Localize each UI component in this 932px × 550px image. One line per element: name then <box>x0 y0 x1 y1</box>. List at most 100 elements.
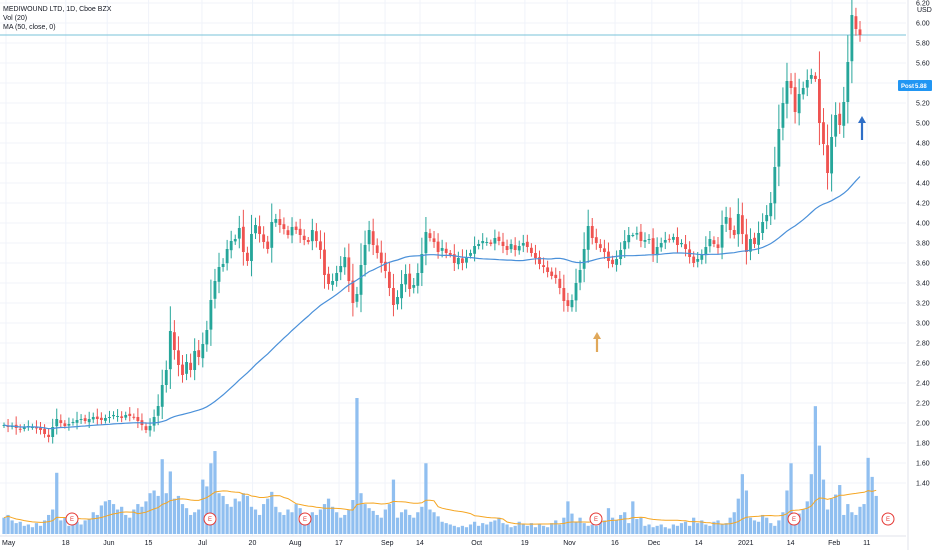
candle <box>205 320 209 352</box>
volume-bar <box>505 524 509 534</box>
y-tick-label: 4.80 <box>916 141 930 148</box>
volume-bar <box>38 525 43 534</box>
candle <box>164 360 168 393</box>
candles <box>2 0 862 444</box>
volume-bar <box>408 514 412 534</box>
volume-bar <box>201 479 205 534</box>
earnings-marker[interactable]: E <box>65 512 79 526</box>
volume-bar <box>95 514 99 534</box>
earnings-marker[interactable]: E <box>881 512 895 526</box>
volume-bar <box>610 517 615 534</box>
volume-bar <box>270 491 274 534</box>
volume-bar <box>330 506 335 534</box>
volume-bar <box>193 512 197 534</box>
candle <box>481 233 485 250</box>
y-tick-label: 5.60 <box>916 61 930 68</box>
annotation-arrow <box>593 332 601 352</box>
y-tick-label: 3.60 <box>916 261 930 268</box>
volume-bar <box>399 512 404 534</box>
volume-bar <box>310 512 314 534</box>
earnings-marker[interactable]: E <box>787 512 801 526</box>
volume-bar <box>647 524 651 534</box>
candle <box>237 215 241 249</box>
candle <box>728 207 732 239</box>
volume-bar <box>440 521 444 534</box>
time-axis[interactable]: May 18 Jun 15 Jul 20 Aug 17 Sep 14 Oct 19 Nov 16 Dec 14… <box>0 535 906 547</box>
candle <box>647 234 651 244</box>
volume-bar <box>663 527 667 534</box>
candle <box>830 114 834 192</box>
candle <box>736 198 740 247</box>
earnings-marker[interactable]: E <box>589 512 603 526</box>
volume-bar <box>850 512 854 534</box>
candle <box>558 271 562 295</box>
candle <box>749 228 752 261</box>
volume-bar <box>817 445 822 534</box>
volume-bar <box>26 524 30 534</box>
volume-bar <box>314 514 319 534</box>
volume-bar <box>10 520 14 534</box>
volume-bar <box>720 524 724 534</box>
volume-bar <box>428 509 432 534</box>
candle <box>854 7 858 36</box>
volume-bar <box>533 527 538 534</box>
earnings-marker[interactable]: E <box>298 512 312 526</box>
volume-bar <box>485 524 489 534</box>
svg-text:E: E <box>792 517 796 523</box>
volume-bar <box>537 524 542 534</box>
legend-volume[interactable]: Vol (20) <box>3 15 28 22</box>
legend-ma[interactable]: MA (50, close, 0) <box>3 24 56 31</box>
candle <box>108 410 111 423</box>
volume-bar <box>586 525 590 534</box>
candle <box>375 238 379 259</box>
volume-bar <box>14 523 18 534</box>
volume-bar <box>217 493 221 534</box>
candle <box>172 320 176 360</box>
volume-bar <box>71 523 75 534</box>
candle <box>546 260 550 278</box>
x-tick-label: 14 <box>787 540 795 547</box>
candle <box>846 35 850 124</box>
volume-bar <box>651 527 655 534</box>
svg-text:E: E <box>208 517 212 523</box>
volume-bar <box>197 509 201 534</box>
candle <box>562 274 566 312</box>
volume-bar <box>825 509 830 534</box>
volume-bar <box>322 504 327 534</box>
volume-bar <box>781 512 785 534</box>
candle <box>22 424 26 432</box>
candle <box>112 411 115 420</box>
candle <box>319 230 322 259</box>
volume-bar <box>692 517 696 534</box>
candle <box>14 416 18 435</box>
y-tick-label: 3.80 <box>916 241 930 248</box>
volume-bar <box>412 517 416 534</box>
candle <box>761 213 765 240</box>
volume-bar <box>704 524 708 534</box>
volume-bar <box>590 524 594 534</box>
legend-symbol[interactable]: MEDIWOUND LTD, 1D, Cboe BZX <box>3 6 112 13</box>
candle <box>724 206 728 232</box>
volume-bar <box>30 527 35 534</box>
volume-bar <box>635 519 639 534</box>
volume-bar <box>744 490 749 534</box>
volume-bar <box>83 520 87 534</box>
candle <box>290 217 294 244</box>
candle <box>598 239 602 253</box>
earnings-marker[interactable]: E <box>203 512 217 526</box>
volume-bar <box>619 514 623 534</box>
volume-bar <box>602 520 607 534</box>
price-axis[interactable]: 1.40 1.60 1.80 2.00 2.20 2.40 2.60 2.80 3.00 3.20… <box>916 0 930 488</box>
volume-bar <box>529 523 534 534</box>
candle <box>189 353 193 378</box>
volume-bar <box>858 506 862 534</box>
volume-bar <box>253 509 258 534</box>
y-tick-label: 4.00 <box>916 221 930 228</box>
candle <box>623 230 627 258</box>
candle <box>310 218 314 251</box>
candle <box>250 214 253 277</box>
candle <box>144 422 148 434</box>
volume-bar <box>627 523 631 534</box>
